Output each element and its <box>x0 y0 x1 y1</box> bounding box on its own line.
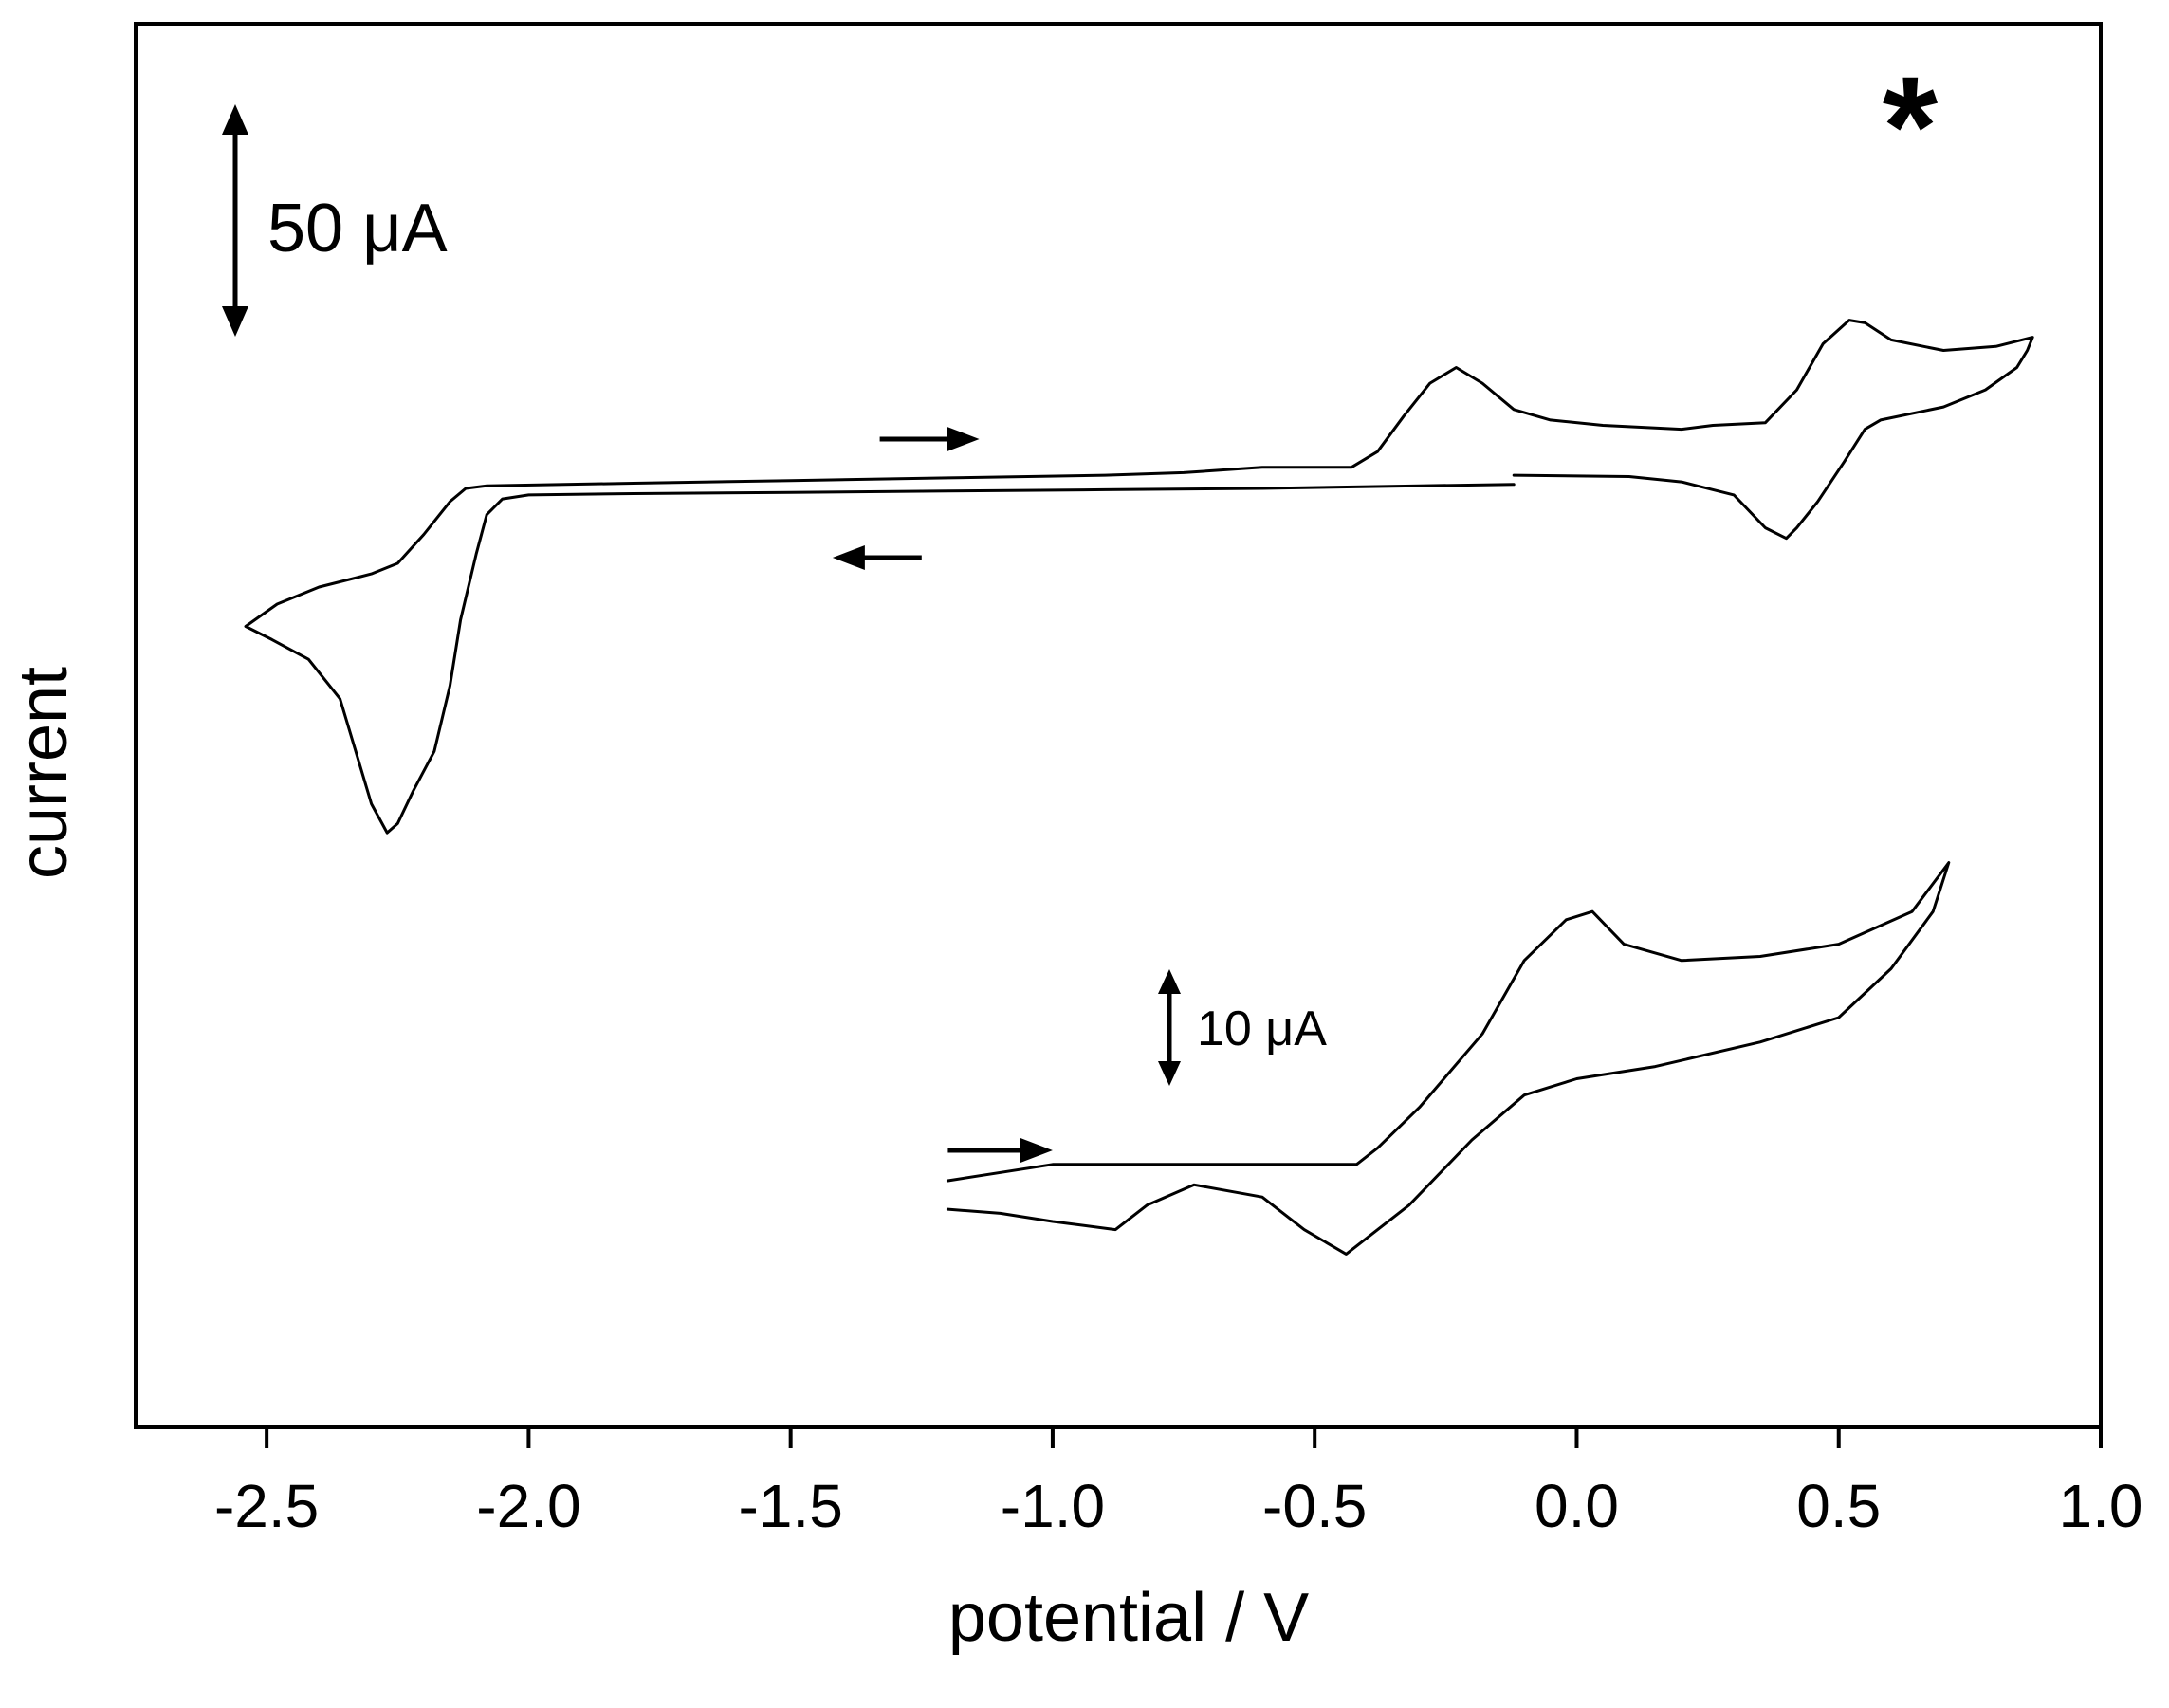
x-axis-ticks <box>265 1427 2103 1448</box>
scale-bar-10uA-arrowhead-top <box>1158 969 1181 994</box>
scale-bar-50uA-label: 50 μA <box>267 191 448 266</box>
x-tick-label-7: 1.0 <box>2059 1472 2143 1540</box>
direction-arrow-1 <box>832 545 922 570</box>
x-tick-label-4: -0.5 <box>1262 1472 1367 1540</box>
direction-arrow-2 <box>947 1138 1053 1163</box>
scale-bar-50uA-arrowhead-bottom <box>222 306 248 337</box>
trace-0 <box>244 319 2034 835</box>
direction-arrow-0 <box>879 427 980 451</box>
x-tick-label-1: -2.0 <box>476 1472 580 1540</box>
scale-bar-50uA: 50 μA <box>222 104 448 337</box>
plot-frame <box>134 22 2103 1429</box>
x-tick-label-6: 0.5 <box>1796 1472 1881 1540</box>
y-axis-title: current <box>6 667 82 879</box>
x-tick-label-2: -1.5 <box>739 1472 843 1540</box>
scale-bar-10uA-label: 10 μA <box>1197 1001 1327 1056</box>
asterisk-annotation: * <box>1883 46 1939 206</box>
x-axis-tick-labels: -2.5 -2.0 -1.5 -1.0 -0.5 0.0 0.5 1.0 <box>214 1472 2142 1540</box>
x-tick-label-0: -2.5 <box>214 1472 319 1540</box>
x-tick-label-5: 0.0 <box>1535 1472 1619 1540</box>
scale-bar-50uA-arrowhead-top <box>222 104 248 135</box>
x-axis-title: potential / V <box>948 1580 1309 1656</box>
trace-1 <box>946 861 1951 1256</box>
scale-bar-10uA: 10 μA <box>1158 969 1327 1086</box>
curves <box>244 319 2034 1256</box>
scale-bar-10uA-arrowhead-bottom <box>1158 1061 1181 1086</box>
x-tick-label-3: -1.0 <box>1001 1472 1105 1540</box>
direction-arrows <box>832 427 1053 1163</box>
